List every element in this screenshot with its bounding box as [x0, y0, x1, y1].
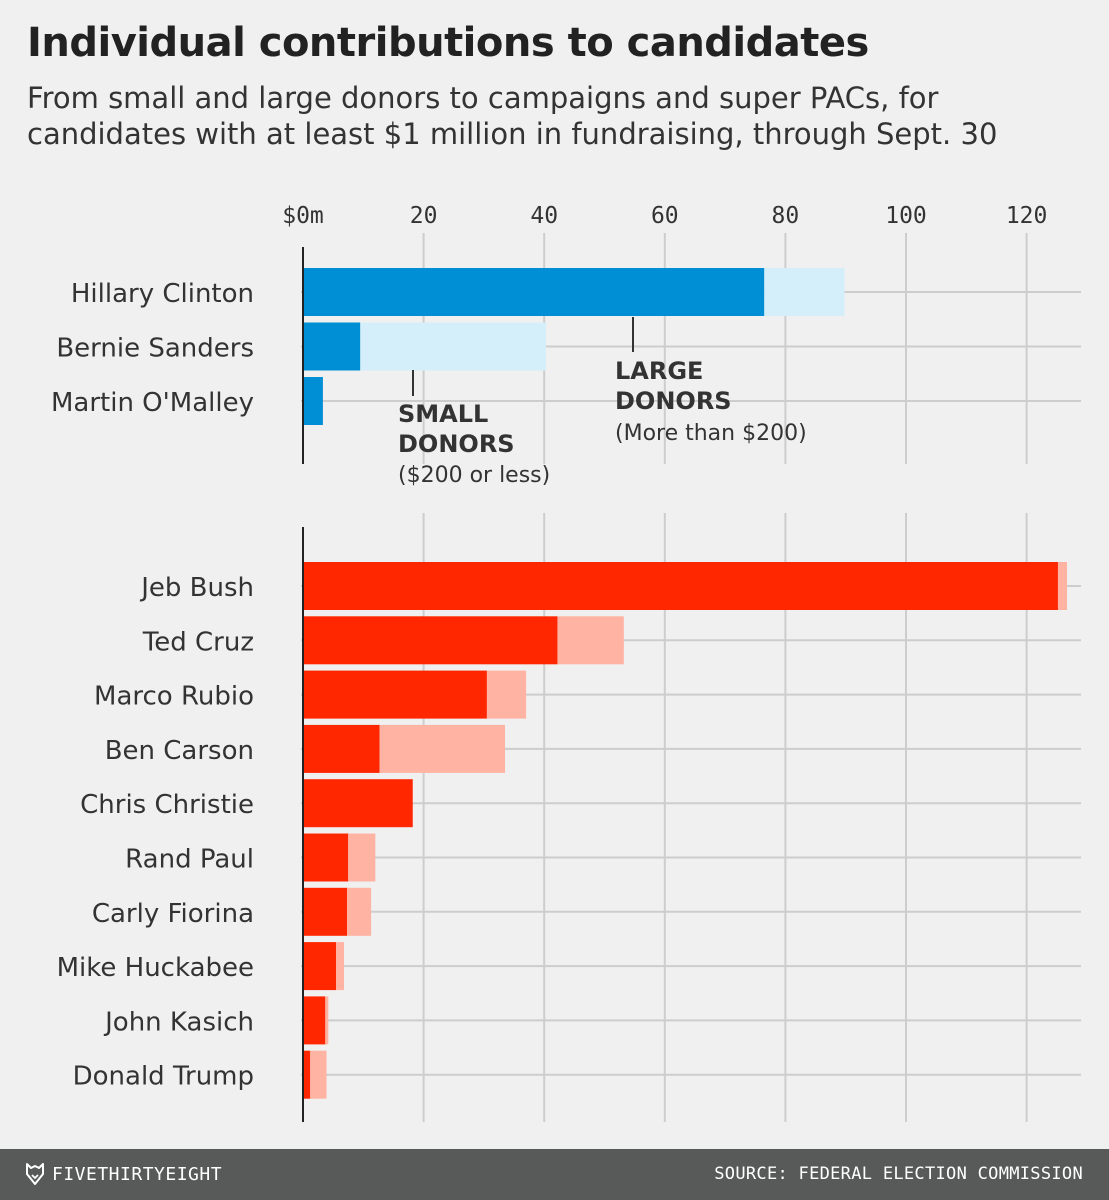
category-label-martin-o-malley: Martin O'Malley [51, 388, 254, 418]
small-donors-note: ($200 or less) [398, 463, 550, 488]
category-label-carly-fiorina: Carly Fiorina [92, 899, 254, 929]
bar-large-hillary-clinton [764, 268, 845, 316]
bar-small-chris-christie [303, 779, 413, 828]
large-donors-note: (More than $200) [615, 421, 807, 446]
x-tick-label-100: 100 [885, 203, 927, 229]
bar-small-john-kasich [303, 996, 326, 1045]
brand-name: FIVETHIRTYEIGHT [52, 1163, 223, 1185]
bar-small-marco-rubio [303, 670, 487, 719]
bar-large-jeb-bush [1057, 562, 1068, 610]
small-donors-label-1: SMALL [398, 400, 488, 428]
chart-canvas: $0m 20 40 60 80 100 120 Hillary Clinton Bernie S… [51, 203, 1081, 1122]
bar-small-hillary-clinton [303, 268, 765, 316]
category-label-john-kasich: John Kasich [103, 1007, 254, 1037]
fox-icon [26, 1163, 44, 1185]
source-note: SOURCE: FEDERAL ELECTION COMMISSION [714, 1164, 1083, 1184]
bar-small-bernie-sanders [303, 322, 361, 371]
bar-large-ted-cruz [557, 616, 624, 665]
category-label-ben-carson: Ben Carson [105, 736, 254, 766]
bar-large-donald-trump [310, 1050, 327, 1099]
bar-small-mike-huckabee [303, 942, 337, 991]
bar-large-marco-rubio [486, 670, 527, 719]
x-tick-label-20: 20 [410, 203, 438, 229]
bar-small-ben-carson [303, 724, 380, 773]
category-label-bernie-sanders: Bernie Sanders [56, 334, 254, 364]
category-label-ted-cruz: Ted Cruz [142, 627, 254, 657]
brand-logo: FIVETHIRTYEIGHT [26, 1163, 222, 1185]
category-label-mike-huckabee: Mike Huckabee [57, 953, 254, 983]
footer-bar: FIVETHIRTYEIGHT SOURCE: FEDERAL ELECTION… [0, 1149, 1109, 1200]
bar-large-bernie-sanders [360, 322, 547, 371]
bar-large-carly-fiorina [347, 887, 372, 936]
category-label-chris-christie: Chris Christie [80, 790, 254, 820]
bar-small-carly-fiorina [303, 887, 348, 936]
bar-small-rand-paul [303, 833, 349, 882]
x-tick-label-0: $0m [282, 203, 324, 229]
bar-large-rand-paul [348, 833, 376, 882]
chart-subtitle: From small and large donors to campaigns… [27, 81, 998, 151]
category-label-jeb-bush: Jeb Bush [139, 573, 254, 603]
chart-title: Individual contributions to candidates [27, 20, 869, 66]
bar-small-ted-cruz [303, 616, 558, 665]
bar-large-john-kasich [325, 996, 329, 1045]
bar-small-martin-o-malley [303, 377, 323, 425]
x-tick-label-80: 80 [772, 203, 800, 229]
bar-small-donald-trump [303, 1050, 311, 1099]
small-donors-label-2: DONORS [398, 430, 515, 458]
bar-large-ben-carson [379, 724, 506, 773]
large-donors-label-2: DONORS [615, 387, 732, 415]
category-label-marco-rubio: Marco Rubio [94, 682, 254, 712]
category-label-donald-trump: Donald Trump [73, 1062, 254, 1092]
x-tick-label-40: 40 [530, 203, 558, 229]
x-tick-label-60: 60 [651, 203, 679, 229]
bar-small-jeb-bush [303, 562, 1058, 610]
category-label-rand-paul: Rand Paul [125, 845, 254, 875]
x-tick-label-120: 120 [1006, 203, 1048, 229]
category-label-hillary-clinton: Hillary Clinton [71, 279, 254, 309]
large-donors-label-1: LARGE [615, 357, 703, 385]
bar-large-mike-huckabee [336, 942, 345, 991]
